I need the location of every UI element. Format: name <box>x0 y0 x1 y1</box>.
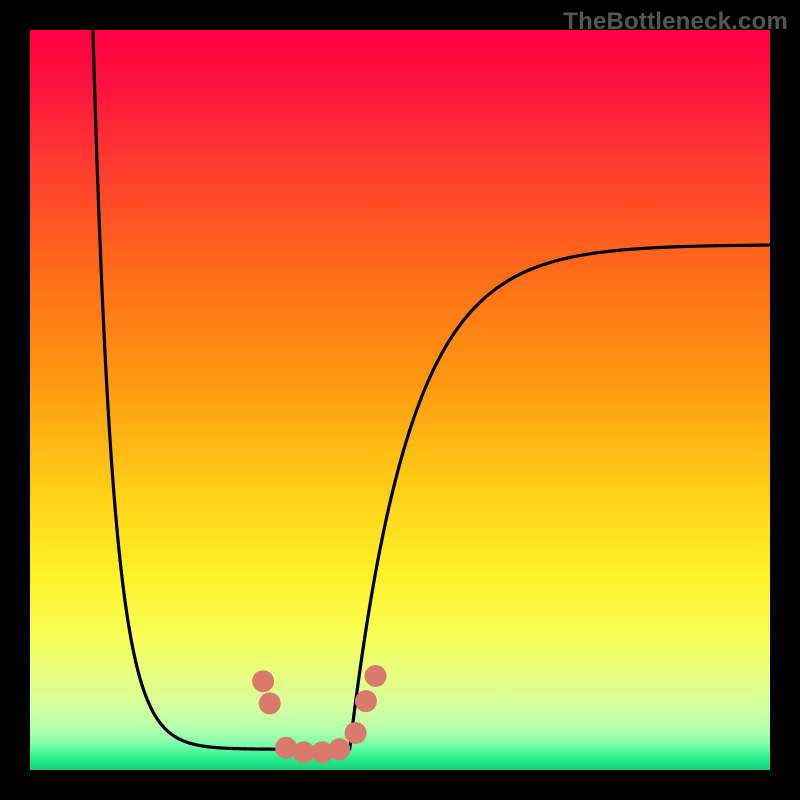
trough-marker <box>259 692 281 714</box>
trough-marker <box>328 738 350 760</box>
plot-area <box>30 30 770 770</box>
trough-marker <box>365 665 387 687</box>
trough-marker <box>252 670 274 692</box>
watermark-text: TheBottleneck.com <box>563 8 788 36</box>
bottleneck-chart <box>0 0 800 800</box>
trough-marker <box>345 722 367 744</box>
trough-marker <box>355 690 377 712</box>
